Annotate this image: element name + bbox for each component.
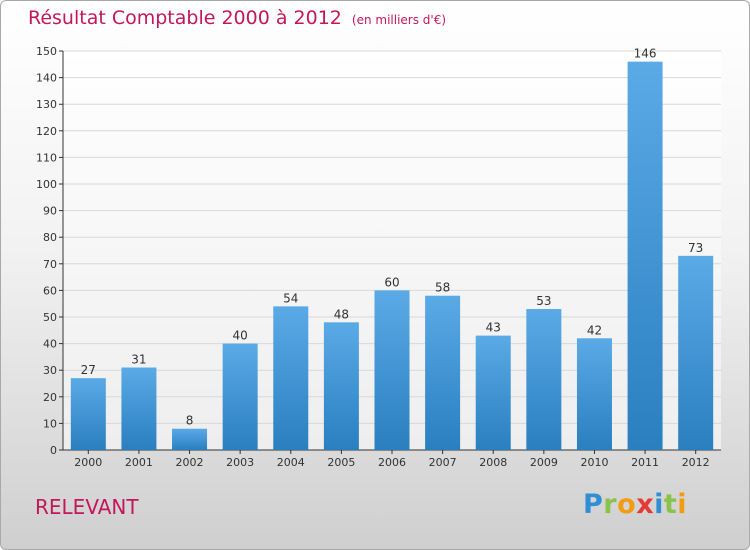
bar-2006 (374, 290, 410, 450)
logo-letter: r (603, 489, 618, 520)
x-tick-label-2001: 2001 (125, 456, 153, 469)
bar-2010 (576, 338, 612, 450)
x-tick-label-2008: 2008 (479, 456, 507, 469)
commune-name: RELEVANT (35, 495, 139, 519)
logo-letter: x (636, 489, 655, 520)
y-tick-label: 120 (36, 125, 57, 138)
x-tick-label-2002: 2002 (176, 456, 204, 469)
logo-letter: i (677, 489, 688, 520)
data-label-2007: 58 (435, 281, 450, 295)
data-label-2012: 73 (688, 241, 703, 255)
plot-area: 0 10 20 30 40 50 60 70 80 90 100 110 120 130 140 150 27 2… (36, 45, 721, 469)
data-label-2011: 146 (634, 47, 657, 61)
data-label-2003: 40 (233, 329, 248, 343)
y-tick-label: 130 (36, 98, 57, 111)
x-tick-label-2012: 2012 (682, 456, 710, 469)
data-label-2006: 60 (384, 275, 399, 289)
bar-2007 (425, 295, 461, 450)
data-label-2002: 8 (186, 414, 194, 428)
x-tick-label-2007: 2007 (429, 456, 457, 469)
bar-2005 (323, 322, 359, 450)
logo-letter: i (654, 489, 664, 520)
x-tick-label-2009: 2009 (530, 456, 558, 469)
y-tick-label: 110 (36, 151, 57, 164)
bar-2003 (222, 343, 258, 450)
data-label-2001: 31 (131, 353, 146, 367)
y-tick-label: 150 (36, 45, 57, 58)
bar-2008 (475, 335, 511, 450)
chart-title-text: Résultat Comptable 2000 à 2012 (28, 7, 342, 29)
bar-2002 (172, 428, 208, 450)
x-tick-label-2005: 2005 (327, 456, 355, 469)
proxiti-logo: Proxiti (583, 489, 687, 520)
y-tick-label: 80 (43, 231, 57, 244)
y-tick-label: 140 (36, 72, 57, 85)
y-tick-label: 70 (43, 258, 57, 271)
y-tick-label: 90 (43, 205, 57, 218)
chart-title: Résultat Comptable 2000 à 2012 (en millie… (28, 7, 446, 29)
data-label-2008: 43 (486, 321, 501, 335)
y-tick-label: 20 (43, 391, 57, 404)
x-tick-label-2003: 2003 (226, 456, 254, 469)
data-label-2010: 42 (587, 323, 602, 337)
y-tick-label: 60 (43, 284, 57, 297)
data-label-2000: 27 (81, 363, 96, 377)
logo-letter: P (583, 489, 604, 520)
y-tick-label: 40 (43, 338, 57, 351)
y-tick-label: 30 (43, 364, 57, 377)
x-tick-label-2006: 2006 (378, 456, 406, 469)
bar-2004 (273, 306, 309, 450)
logo-letter: o (617, 489, 637, 520)
y-tick-label: 10 (43, 417, 57, 430)
x-tick-label-2011: 2011 (631, 456, 659, 469)
y-tick-label: 50 (43, 311, 57, 324)
chart-subtitle: (en milliers d'€) (351, 13, 447, 27)
bar-2011 (627, 61, 663, 450)
bar-2001 (121, 367, 157, 450)
logo-letter: t (663, 489, 678, 520)
x-tick-label-2000: 2000 (74, 456, 102, 469)
data-label-2009: 53 (536, 294, 551, 308)
x-tick-label-2010: 2010 (580, 456, 608, 469)
bar-2012 (678, 255, 714, 450)
bar-2000 (70, 378, 106, 450)
y-tick-label: 0 (50, 444, 57, 457)
y-tick-label: 100 (36, 178, 57, 191)
data-label-2005: 48 (334, 307, 349, 321)
x-tick-label-2004: 2004 (277, 456, 305, 469)
bar-2009 (526, 309, 562, 450)
data-label-2004: 54 (283, 291, 298, 305)
